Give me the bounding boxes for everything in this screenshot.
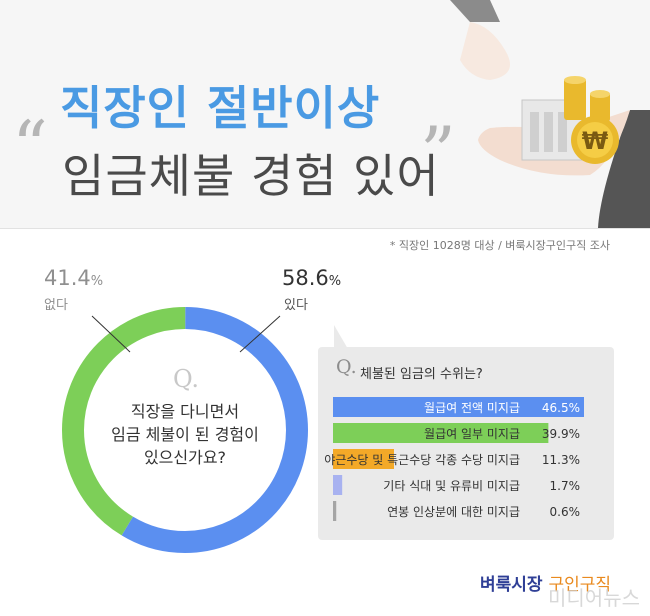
no-percent-value: 41.4 xyxy=(44,266,91,290)
panel-title: 체불된 임금의 수위는? xyxy=(360,367,483,382)
no-label: 없다 xyxy=(44,298,68,313)
svg-text:₩: ₩ xyxy=(582,127,609,155)
brand-logo-main: 벼룩시장 xyxy=(480,575,543,595)
no-percent-label: 41.4% xyxy=(44,266,103,290)
panel-question-mark: Q. xyxy=(336,356,357,378)
question-mark-label: Q. xyxy=(172,365,200,393)
speech-bubble-tail xyxy=(334,325,348,349)
donut-chart xyxy=(62,307,308,553)
close-quote-mark: ” xyxy=(420,112,456,194)
survey-question-line: 직장을 다니면서 xyxy=(130,402,240,421)
yes-label: 있다 xyxy=(284,298,308,313)
no-percent-unit: % xyxy=(90,274,104,289)
hand-with-money-illustration: ₩ xyxy=(450,0,650,228)
survey-question-line: 임금 체불이 된 경험이 xyxy=(111,425,259,444)
headline-title: 직장인 절반이상 xyxy=(60,81,381,135)
donut-segment-yes xyxy=(62,307,308,553)
coins-icon xyxy=(564,76,610,122)
yes-percent-value: 58.6 xyxy=(282,266,329,290)
yes-percent-label: 58.6% xyxy=(282,266,341,290)
section-divider xyxy=(0,228,650,229)
breakdown-panel xyxy=(318,347,614,540)
brand-logo: 벼룩시장 구인구직 xyxy=(480,570,611,595)
header-banner: “ 직장인 절반이상 임금체불 경험 있어 ” ₩ xyxy=(0,0,650,228)
yes-percent-unit: % xyxy=(328,274,342,289)
brand-logo-sub: 구인구직 xyxy=(548,575,612,595)
watermark: 미디어뉴스 xyxy=(548,586,640,610)
donut-segment-no xyxy=(62,307,308,553)
source-note: * 직장인 1028명 대상 / 벼룩시장구인구직 조사 xyxy=(389,239,610,252)
won-coin-icon: ₩ xyxy=(571,116,619,164)
open-quote-mark: “ xyxy=(12,106,48,188)
headline-subtitle: 임금체불 경험 있어 xyxy=(62,149,440,203)
survey-question: 직장을 다니면서 임금 체불이 된 경험이 있으신가요? xyxy=(80,400,290,469)
building-icon xyxy=(521,99,583,161)
survey-question-line: 있으신가요? xyxy=(143,448,227,467)
